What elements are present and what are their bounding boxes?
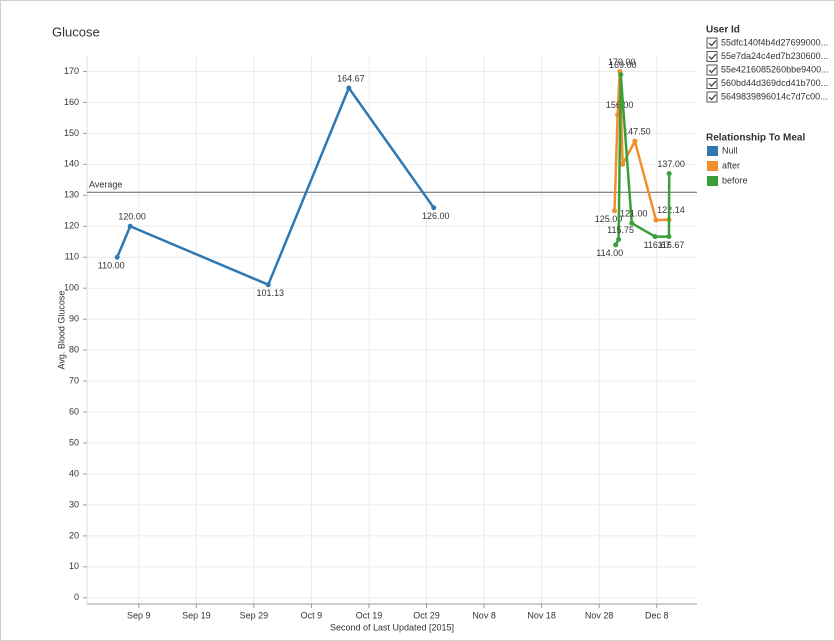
filter-title: User Id (706, 25, 740, 36)
x-axis-title: Second of Last Updated [2015] (330, 622, 454, 632)
legend-swatch (707, 161, 718, 171)
x-tick-label: Sep 29 (240, 610, 269, 620)
data-point (666, 234, 672, 240)
checkbox[interactable] (706, 51, 718, 62)
x-tick-label: Oct 9 (301, 610, 323, 620)
data-label: 164.67 (337, 73, 365, 83)
data-label: 116.67 (658, 240, 685, 250)
data-point (431, 205, 437, 211)
plot-area (87, 56, 697, 604)
data-point (653, 217, 659, 223)
data-point (114, 254, 120, 260)
y-tick-label: 80 (69, 344, 79, 354)
data-label: 126.00 (422, 211, 450, 221)
data-label: 137.00 (657, 159, 685, 169)
checkmark (708, 67, 717, 74)
data-point (615, 112, 621, 118)
checkbox[interactable] (706, 91, 718, 103)
y-tick-label: 110 (65, 252, 79, 262)
data-label: 114.00 (596, 248, 623, 258)
data-label: 120.00 (118, 212, 146, 222)
filter-item[interactable]: 55e4216085260bbe9400... (721, 64, 829, 74)
x-tick-label: Nov 8 (472, 610, 496, 620)
x-tick-label: Sep 9 (127, 610, 151, 620)
data-point (632, 138, 638, 144)
data-point (620, 161, 626, 167)
y-tick-label: 40 (69, 468, 79, 478)
data-point (265, 282, 271, 288)
y-axis-title: Avg. Blood Glucose (56, 291, 66, 370)
x-tick-label: Oct 29 (413, 610, 440, 620)
reference-label: Average (89, 180, 122, 190)
data-point (652, 234, 658, 240)
data-label: 101.13 (257, 288, 285, 298)
filter-item[interactable]: 560bd44d369dcd41b700... (721, 78, 828, 88)
data-label: 147.50 (623, 127, 651, 137)
y-tick-label: 100 (64, 283, 79, 293)
legend-title: Relationship To Meal (706, 133, 805, 144)
x-tick-label: Oct 19 (356, 610, 383, 620)
checkmark (708, 80, 717, 87)
y-tick-label: 70 (69, 375, 79, 385)
legend-label: Null (722, 145, 738, 155)
checkbox[interactable] (706, 37, 718, 49)
data-point (616, 236, 622, 242)
filter-item[interactable]: 5649839896014c7d7c00... (721, 91, 828, 101)
legend-label: before (722, 175, 748, 185)
legend-label: after (722, 160, 740, 170)
y-tick-label: 140 (64, 159, 79, 169)
y-tick-label: 0 (74, 592, 79, 602)
data-point (629, 220, 635, 226)
x-tick-label: Nov 18 (527, 610, 556, 620)
data-point (666, 171, 672, 177)
chart-title: Glucose (52, 24, 100, 39)
data-label: 121.00 (620, 209, 648, 219)
filter-item[interactable]: 55e7da24c4ed7b230600... (721, 51, 828, 61)
y-tick-label: 60 (69, 406, 79, 416)
data-label: 115.75 (607, 225, 634, 235)
legend-swatch (707, 176, 718, 186)
y-tick-label: 150 (64, 128, 79, 138)
data-point (613, 242, 619, 248)
data-label: 116.67 (644, 240, 671, 250)
data-point (612, 208, 618, 214)
y-tick-label: 90 (69, 314, 79, 324)
data-label: 125.00 (595, 214, 623, 224)
checkbox[interactable] (706, 64, 718, 76)
data-point (346, 85, 352, 91)
y-tick-label: 50 (69, 437, 79, 447)
data-label: 170.00 (608, 57, 636, 67)
data-point (127, 223, 133, 229)
legend-swatch (707, 146, 718, 156)
x-tick-label: Nov 28 (585, 610, 614, 620)
y-tick-label: 20 (69, 530, 79, 540)
y-tick-label: 10 (69, 561, 79, 571)
checkmark (708, 53, 717, 60)
data-point (618, 72, 624, 78)
checkmark (708, 94, 717, 101)
data-label: 122.14 (657, 205, 685, 215)
x-tick-label: Dec 8 (645, 610, 669, 620)
y-tick-label: 130 (64, 190, 79, 200)
y-tick-label: 170 (64, 66, 79, 76)
filter-item[interactable]: 55dfc140f4b4d27699000... (721, 37, 828, 47)
checkmark (708, 40, 717, 47)
data-label: 169.00 (609, 60, 637, 70)
checkbox[interactable] (706, 78, 718, 89)
x-tick-label: Sep 19 (182, 610, 211, 620)
y-tick-label: 120 (64, 221, 79, 231)
data-label: 110.00 (98, 261, 125, 271)
y-tick-label: 30 (69, 499, 79, 509)
y-tick-label: 160 (64, 97, 79, 107)
